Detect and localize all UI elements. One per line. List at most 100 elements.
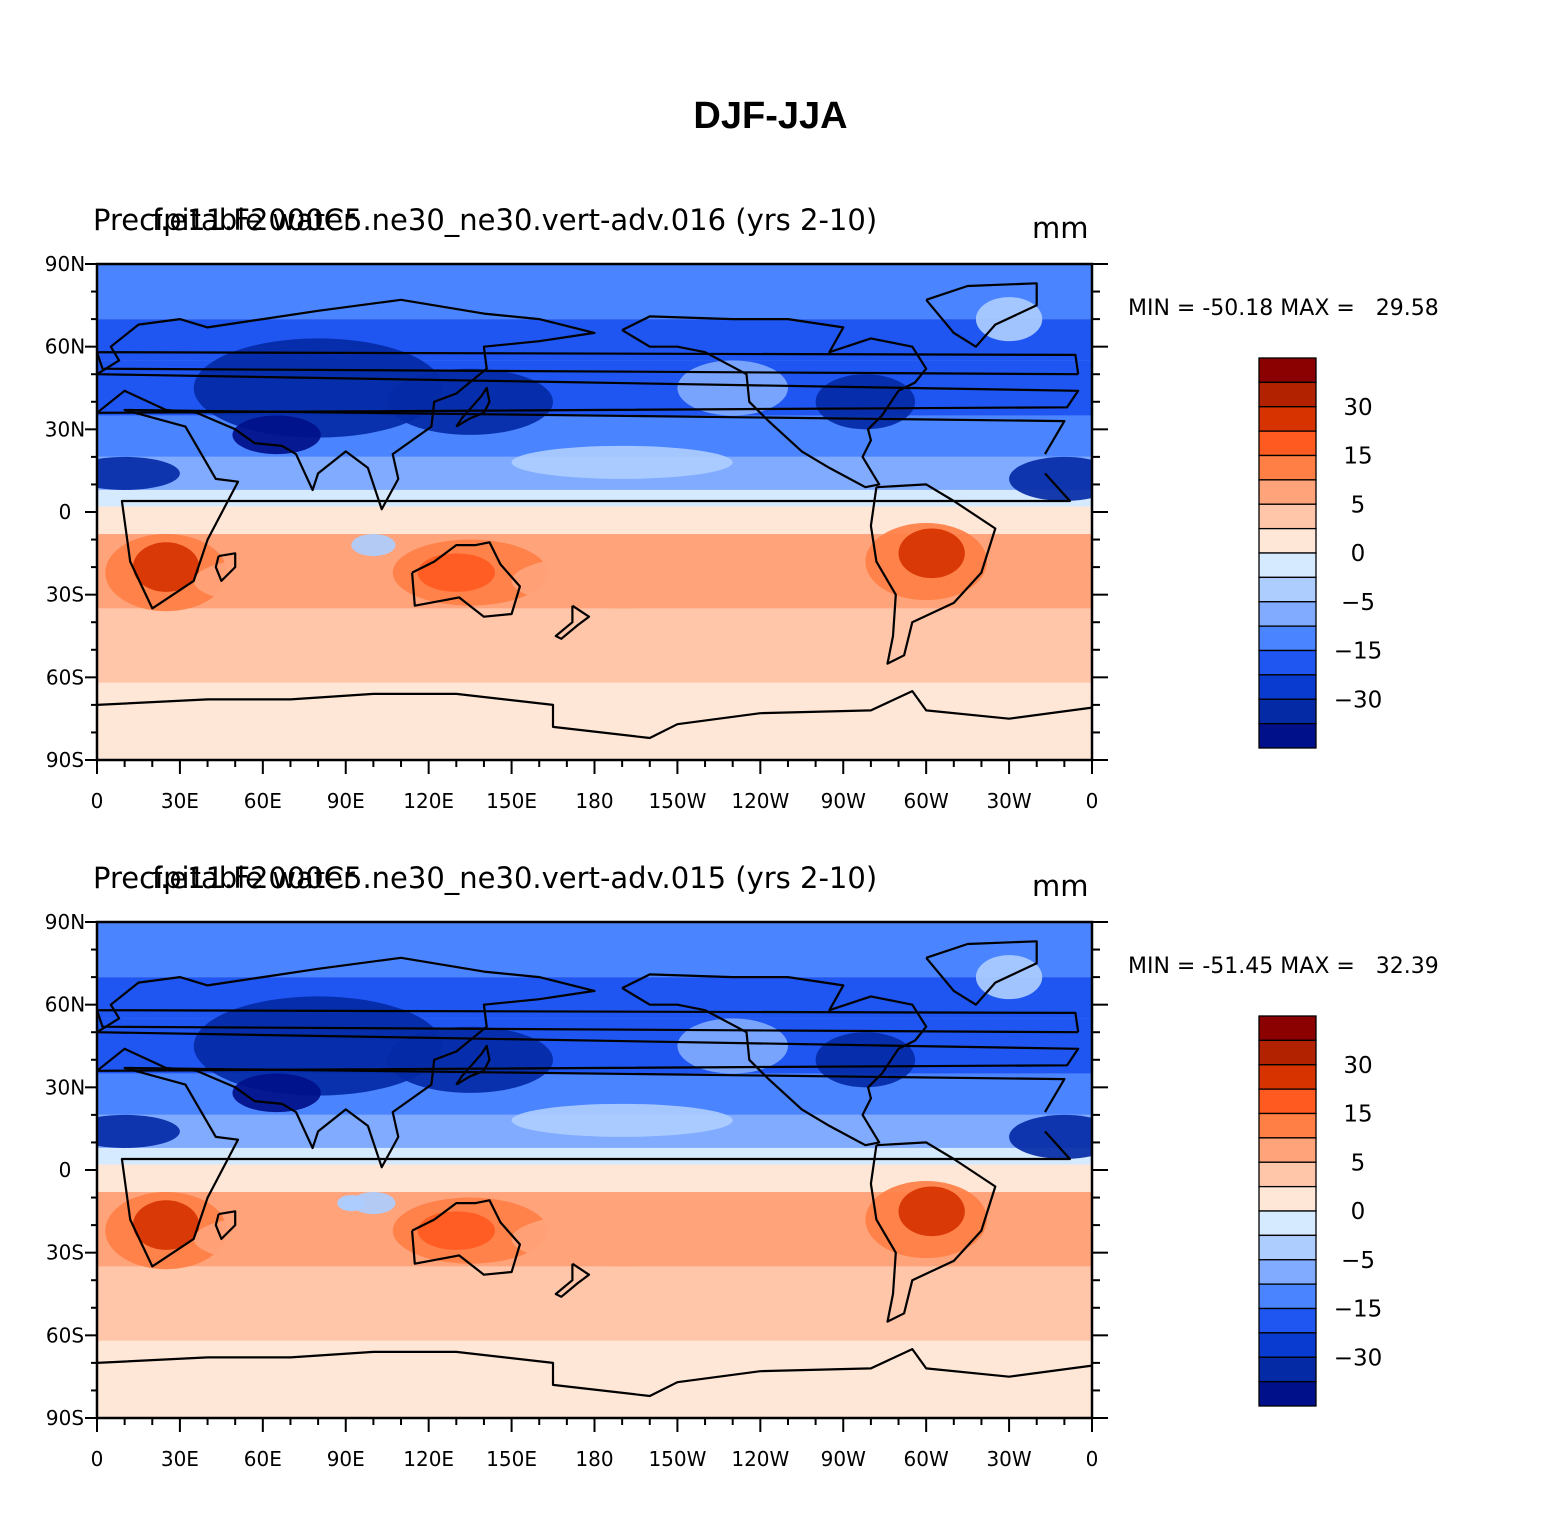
contour-blob	[97, 1114, 180, 1148]
lon-tick-label: 90E	[327, 1447, 365, 1471]
min-value: -50.18	[1202, 296, 1274, 321]
coastline-layer	[95, 282, 1093, 740]
colorbar-swatch	[1258, 1039, 1317, 1066]
colorbar-label: −15	[1334, 1297, 1383, 1323]
colorbar-swatch	[1258, 1088, 1317, 1115]
colorbar-label: −30	[1334, 687, 1383, 713]
lat-tick-label: 90S	[46, 1406, 84, 1430]
lon-tick-label: 90E	[327, 789, 365, 813]
lon-tick-label: 0	[91, 789, 104, 813]
center-title: f.e11.F2000C5.ne30_ne30.vert-adv.016 (yr…	[152, 203, 877, 237]
map-panel-1: 90N 60N 30N 0 30S 60S 90S 0 30E 60E 90E 120E 150E 180…	[0, 190, 1541, 850]
colorbar-label: −5	[1341, 590, 1375, 616]
south-america-coastline	[869, 1141, 997, 1323]
contour-blob	[232, 415, 321, 455]
map-svg: 90N 60N 30N 0 30S 60S 90S 0 30E 60E 90E 120E 150E 180…	[45, 861, 1383, 1471]
colorbar-swatch	[1258, 1185, 1317, 1212]
field-layer	[97, 264, 1092, 760]
lon-tick-label: 180	[575, 1447, 613, 1471]
greenland-coastline	[925, 940, 1038, 1006]
colorbar-label: 15	[1343, 1102, 1372, 1128]
lon-tick-label: 90W	[821, 1447, 866, 1471]
contour-band	[97, 1340, 1092, 1418]
colorbar-swatch	[1258, 503, 1317, 530]
lat-tick-label: 60S	[46, 665, 84, 689]
map-svg: 90N 60N 30N 0 30S 60S 90S 0 30E 60E 90E 120E 150E 180…	[45, 203, 1383, 813]
contour-blob	[232, 1073, 321, 1113]
eurasia-coastline	[95, 956, 1080, 1169]
lon-tick-label: 30E	[161, 1447, 199, 1471]
colorbar-swatch	[1258, 1283, 1317, 1310]
colorbar-label: −15	[1334, 639, 1383, 665]
contour-band	[97, 489, 1092, 507]
madagascar-coastline	[214, 1210, 237, 1240]
contour-band	[97, 1266, 1092, 1341]
lon-tick-label: 0	[1086, 1447, 1099, 1471]
min-value: -51.45	[1202, 954, 1274, 979]
map-panel-2: 90N 60N 30N 0 30S 60S 90S 0 30E 60E 90E 120E 150E 180…	[0, 848, 1541, 1508]
contour-blob	[351, 534, 396, 557]
antarctica-coastline	[96, 690, 1093, 740]
eurasia-coastline	[95, 298, 1080, 511]
colorbar-swatch	[1258, 698, 1317, 725]
contour-band	[97, 608, 1092, 683]
lon-tick-label: 60E	[244, 1447, 282, 1471]
contour-blob	[193, 558, 332, 603]
lon-tick-label: 30W	[986, 789, 1031, 813]
antarctica-coastline	[96, 1348, 1093, 1398]
colorbar-swatch	[1258, 1234, 1317, 1261]
lon-tick-label: 150W	[648, 789, 706, 813]
colorbar-label: 0	[1351, 541, 1366, 567]
min-label: MIN =	[1128, 954, 1196, 979]
north-america-coastline	[621, 973, 928, 1147]
colorbar: 30 15 5 0 −5 −15 −30	[1258, 357, 1383, 749]
max-value: 32.39	[1375, 954, 1439, 979]
colorbar-swatch	[1258, 1137, 1317, 1163]
colorbar-label: 30	[1343, 1053, 1372, 1079]
contour-blob	[815, 1032, 916, 1088]
contour-blob	[417, 1211, 495, 1250]
lon-tick-label: 120E	[403, 789, 454, 813]
axis-ticks: 90N 60N 30N 0 30S 60S 90S 0 30E 60E 90E 120E 150E 180…	[45, 910, 1108, 1471]
center-title: f.e11.F2000C5.ne30_ne30.vert-adv.015 (yr…	[152, 861, 877, 895]
lon-tick-label: 120W	[731, 789, 789, 813]
contour-blob	[97, 456, 180, 490]
colorbar-swatch	[1258, 406, 1317, 432]
australia-coastline	[411, 541, 522, 618]
contour-blob	[677, 360, 788, 416]
contour-blob	[898, 528, 965, 579]
colorbar-swatch	[1258, 601, 1317, 627]
colorbar-swatch	[1258, 1064, 1317, 1090]
lon-tick-label: 30W	[986, 1447, 1031, 1471]
lat-tick-label: 30N	[45, 1075, 85, 1099]
contour-blob	[132, 1200, 200, 1250]
min-max-readout: MIN = -51.45 MAX = 32.39	[1128, 954, 1439, 979]
greenland-coastline	[925, 282, 1038, 348]
colorbar-swatch	[1258, 1210, 1317, 1237]
min-label: MIN =	[1128, 296, 1196, 321]
lon-tick-label: 60E	[244, 789, 282, 813]
colorbar-label: 15	[1343, 444, 1372, 470]
new-zealand-coastline	[554, 604, 591, 640]
colorbar-swatch	[1258, 1161, 1317, 1188]
max-value: 29.58	[1375, 296, 1439, 321]
colorbar-swatch	[1258, 649, 1317, 676]
madagascar-coastline	[214, 552, 237, 582]
colorbar-swatch	[1258, 1112, 1317, 1139]
colorbar-swatch	[1258, 625, 1317, 652]
colorbar-label: 5	[1351, 492, 1366, 518]
colorbar-swatch	[1258, 722, 1317, 749]
contour-blob	[387, 368, 554, 435]
africa-coastline	[120, 1066, 1072, 1268]
colorbar-label: −30	[1334, 1345, 1383, 1371]
min-max-readout: MIN = -50.18 MAX = 29.58	[1128, 296, 1439, 321]
contour-blob	[677, 1018, 788, 1074]
lat-tick-label: 90N	[45, 252, 85, 276]
colorbar-swatch	[1258, 479, 1317, 505]
left-title: Precipitable water	[93, 203, 355, 237]
colorbar-swatch	[1258, 674, 1317, 700]
north-america-coastline	[621, 315, 928, 489]
lon-tick-label: 150E	[486, 789, 537, 813]
colorbar-swatch	[1258, 1332, 1317, 1358]
colorbar-swatch	[1258, 357, 1317, 384]
